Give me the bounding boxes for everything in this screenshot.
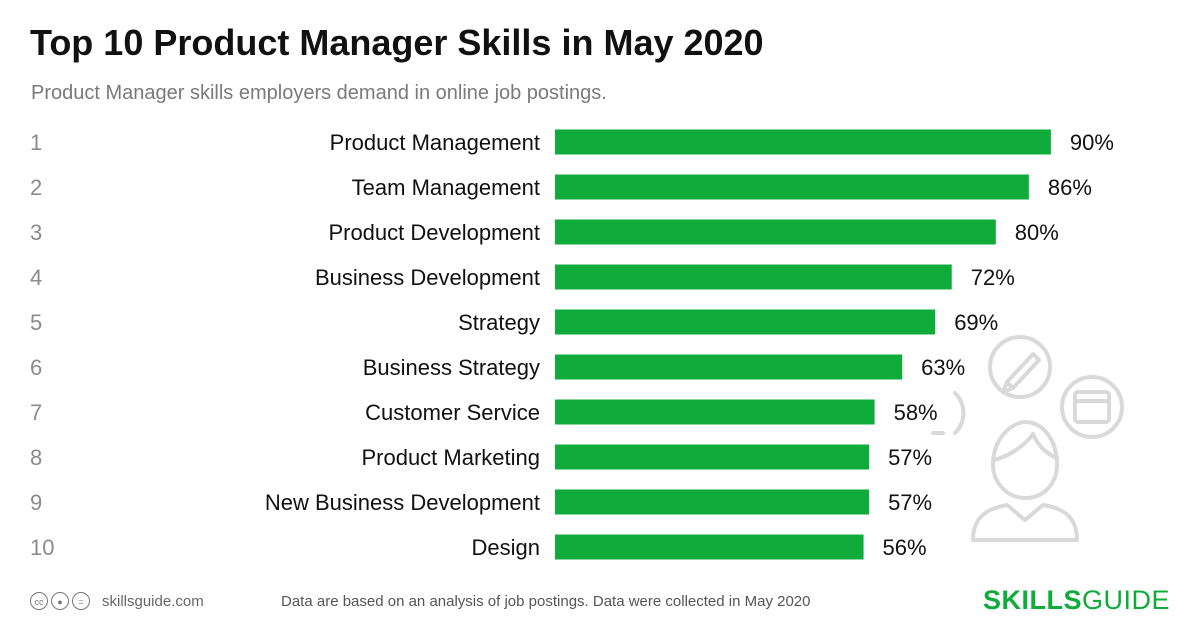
brand-logo-light: GUIDE <box>1081 585 1170 615</box>
browser-window-icon <box>1060 375 1124 439</box>
category-label: Business Development <box>315 265 540 290</box>
circle-icon <box>931 391 966 435</box>
pencil-icon <box>988 335 1052 399</box>
value-label: 63% <box>921 355 965 380</box>
data-source-note: Data are based on an analysis of job pos… <box>281 593 811 610</box>
page-subtitle: Product Manager skills employers demand … <box>31 82 607 104</box>
value-label: 86% <box>1048 175 1092 200</box>
category-label: Product Marketing <box>361 445 540 470</box>
license-and-site: cc ● = skillsguide.com <box>30 592 204 610</box>
category-label: Strategy <box>458 310 540 335</box>
value-label: 90% <box>1070 130 1114 155</box>
brand-logo-bold: SKILLS <box>982 585 1082 615</box>
brand-logo[interactable]: SKILLSGUIDE <box>983 585 1170 616</box>
page-title: Top 10 Product Manager Skills in May 202… <box>30 22 764 63</box>
rank-label: 6 <box>30 355 42 380</box>
value-label: 80% <box>1015 220 1059 245</box>
category-label: New Business Development <box>265 490 540 515</box>
rank-label: 10 <box>30 535 54 560</box>
value-label: 69% <box>954 310 998 335</box>
bar <box>555 264 952 290</box>
category-label: Team Management <box>352 175 540 200</box>
category-label: Customer Service <box>365 400 540 425</box>
person-icon <box>971 420 1079 542</box>
rank-label: 2 <box>30 175 42 200</box>
rank-label: 5 <box>30 310 42 335</box>
category-label: Design <box>472 535 540 560</box>
rank-label: 8 <box>30 445 42 470</box>
rank-label: 7 <box>30 400 42 425</box>
bar <box>555 309 936 335</box>
bar-chart: 1 Product Management 90%2 Team Management 86… <box>30 129 1114 560</box>
bar <box>555 534 864 560</box>
rank-label: 9 <box>30 490 42 515</box>
decorative-illustration <box>931 335 1124 542</box>
cc-license-icons: cc ● = <box>30 592 90 610</box>
rank-label: 3 <box>30 220 42 245</box>
cc-icon: cc <box>30 592 48 610</box>
category-label: Product Development <box>328 220 540 245</box>
bar <box>555 174 1029 200</box>
bar <box>555 444 870 470</box>
bar <box>555 219 996 245</box>
rank-label: 1 <box>30 130 42 155</box>
bar <box>555 129 1051 155</box>
value-label: 72% <box>971 265 1015 290</box>
bar <box>555 399 875 425</box>
nd-icon: = <box>72 592 90 610</box>
bar <box>555 489 870 515</box>
value-label: 56% <box>883 535 927 560</box>
rank-label: 4 <box>30 265 42 290</box>
value-label: 57% <box>888 445 932 470</box>
category-label: Product Management <box>330 130 540 155</box>
value-label: 57% <box>888 490 932 515</box>
value-label: 58% <box>894 400 938 425</box>
bar <box>555 354 903 380</box>
by-icon: ● <box>51 592 69 610</box>
site-link[interactable]: skillsguide.com <box>102 592 204 610</box>
category-label: Business Strategy <box>363 355 540 380</box>
